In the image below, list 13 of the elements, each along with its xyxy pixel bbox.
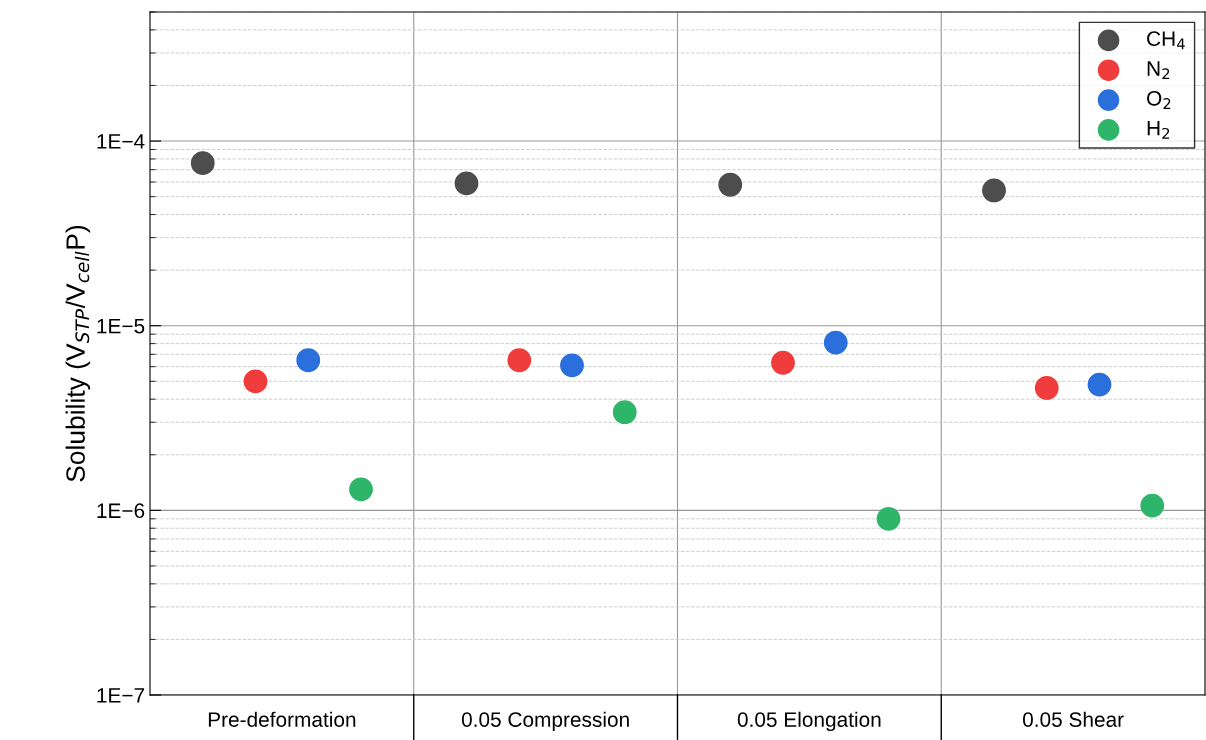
y-tick-label: 1E−4 bbox=[97, 134, 145, 149]
legend-label: O$_{2}$ bbox=[1147, 90, 1171, 109]
x-tick-label: Pre-deformation bbox=[208, 711, 356, 727]
y-axis-title: Solubility (V$_{STP}$/V$_{cell}$P) bbox=[65, 225, 91, 482]
y-tick-label: 1E−5 bbox=[97, 318, 145, 334]
x-tick-label: 0.05 Elongation bbox=[737, 711, 881, 732]
x-tick-label: 0.05 Shear bbox=[1022, 711, 1124, 727]
y-tick-label: 1E−6 bbox=[97, 503, 145, 519]
x-tick-label: 0.05 Compression bbox=[461, 711, 629, 732]
legend-label: H$_{2}$ bbox=[1147, 120, 1170, 139]
legend-label: CH$_{4}$ bbox=[1147, 31, 1185, 50]
y-tick-label: 1E−7 bbox=[97, 688, 145, 703]
legend-label: N$_{2}$ bbox=[1147, 61, 1170, 80]
